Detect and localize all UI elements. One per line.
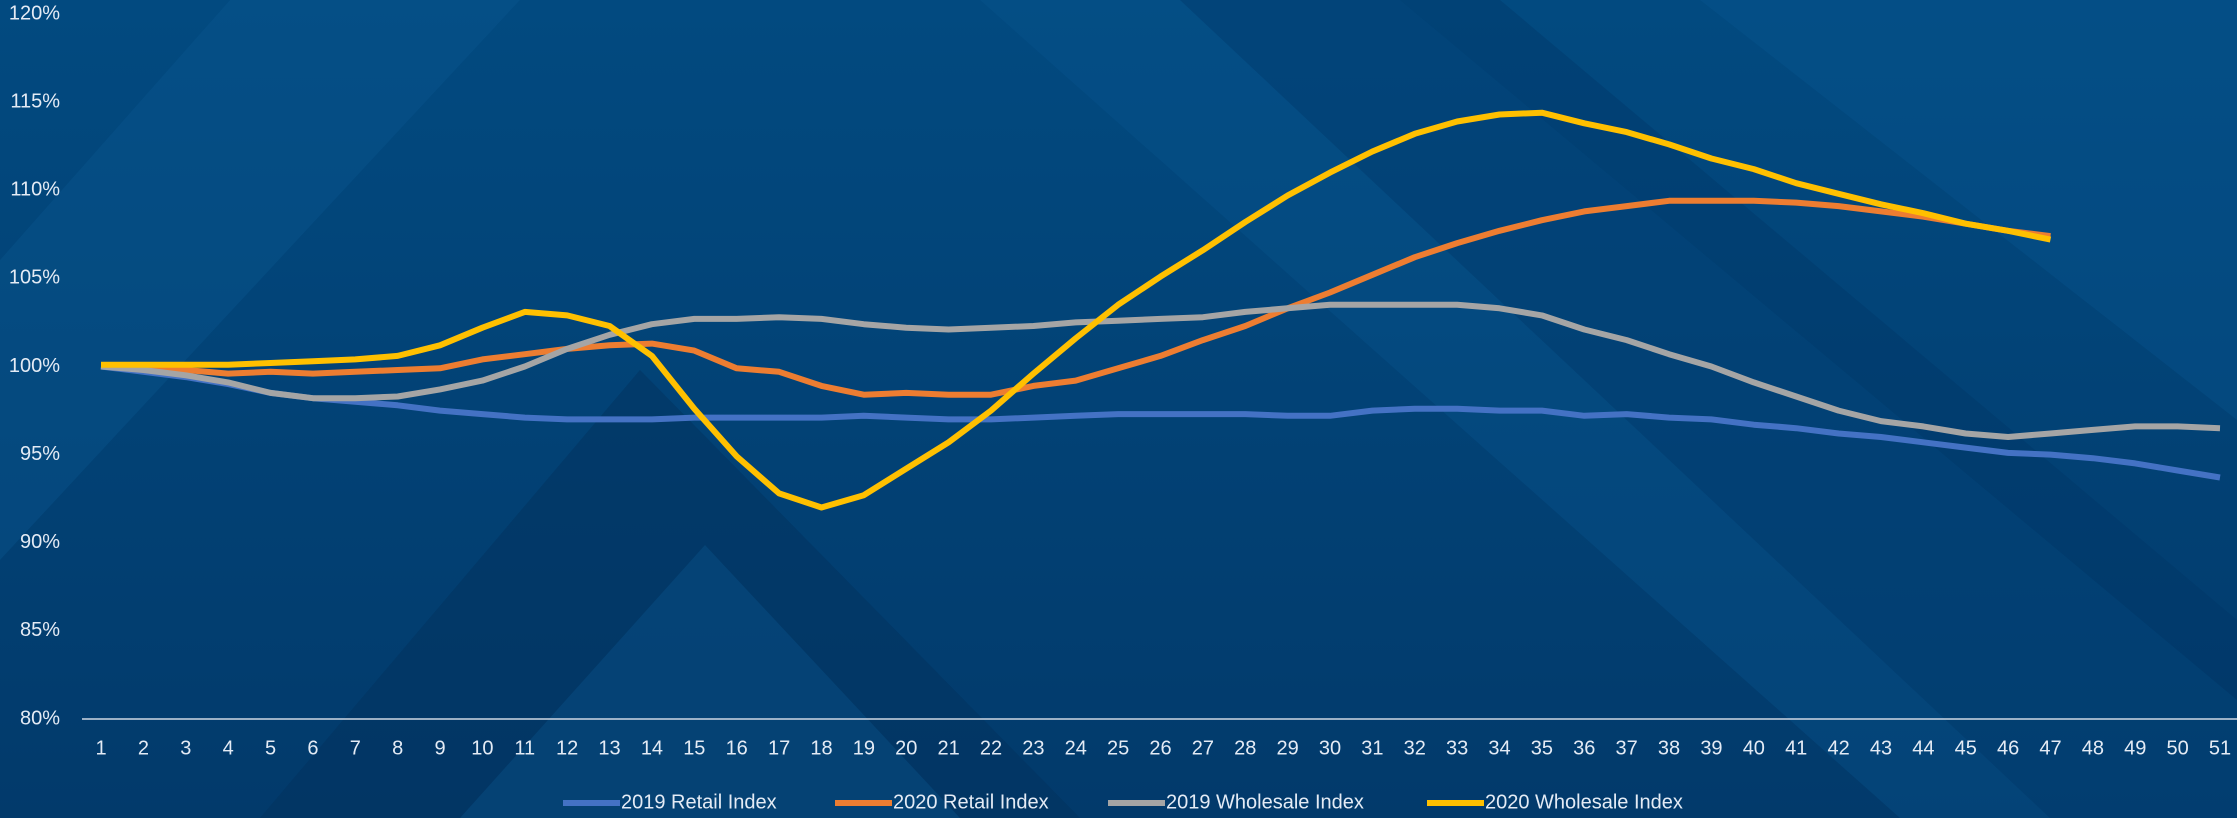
x-tick-label: 24: [1065, 737, 1087, 759]
legend-label: 2020 Wholesale Index: [1485, 791, 1683, 813]
y-tick-label: 95%: [20, 443, 60, 465]
y-tick-label: 115%: [10, 90, 60, 112]
x-tick-label: 12: [556, 737, 578, 759]
x-tick-label: 20: [895, 737, 917, 759]
x-tick-label: 18: [810, 737, 832, 759]
x-tick-label: 14: [641, 737, 663, 759]
x-tick-label: 25: [1107, 737, 1129, 759]
x-tick-label: 29: [1277, 737, 1299, 759]
bg-stripe: [460, 545, 960, 818]
x-tick-label: 50: [2166, 737, 2188, 759]
x-tick-label: 41: [1785, 737, 1807, 759]
x-tick-label: 13: [598, 737, 620, 759]
x-tick-label: 1: [95, 737, 106, 759]
x-tick-label: 27: [1192, 737, 1214, 759]
y-tick-label: 80%: [20, 707, 60, 729]
x-tick-label: 19: [853, 737, 875, 759]
y-tick-label: 105%: [9, 267, 60, 289]
x-tick-label: 16: [726, 737, 748, 759]
x-tick-label: 39: [1700, 737, 1722, 759]
bg-stripe: [1180, 0, 2237, 818]
x-tick-label: 32: [1404, 737, 1426, 759]
legend-label: 2020 Retail Index: [893, 791, 1049, 813]
x-tick-label: 31: [1361, 737, 1383, 759]
x-tick-label: 8: [392, 737, 403, 759]
y-tick-label: 90%: [20, 531, 60, 553]
series-line: [100, 363, 2221, 481]
x-tick-label: 43: [1870, 737, 1892, 759]
y-tick-label: 120%: [9, 2, 60, 24]
x-tick-label: 35: [1531, 737, 1553, 759]
x-tick-label: 47: [2039, 737, 2061, 759]
x-tick-label: 23: [1022, 737, 1044, 759]
bg-stripe: [1700, 0, 2237, 420]
x-tick-label: 4: [223, 737, 234, 759]
x-tick-label: 44: [1912, 737, 1934, 759]
x-tick-label: 15: [683, 737, 705, 759]
y-tick-label: 85%: [20, 619, 60, 641]
x-tick-label: 7: [350, 737, 361, 759]
legend-label: 2019 Wholesale Index: [1166, 791, 1364, 813]
x-tick-label: 42: [1827, 737, 1849, 759]
x-tick-label: 49: [2124, 737, 2146, 759]
x-tick-label: 40: [1743, 737, 1765, 759]
x-tick-label: 9: [434, 737, 445, 759]
x-tick-label: 2: [138, 737, 149, 759]
x-tick-label: 10: [471, 737, 493, 759]
x-tick-label: 48: [2082, 737, 2104, 759]
x-tick-label: 22: [980, 737, 1002, 759]
bg-stripe: [0, 0, 520, 560]
x-tick-label: 46: [1997, 737, 2019, 759]
x-tick-label: 45: [1955, 737, 1977, 759]
x-tick-label: 3: [180, 737, 191, 759]
x-tick-label: 21: [937, 737, 959, 759]
x-tick-label: 11: [514, 737, 535, 759]
x-tick-label: 33: [1446, 737, 1468, 759]
x-tick-label: 34: [1488, 737, 1510, 759]
bg-stripe: [980, 0, 2237, 818]
series-line: [100, 301, 2221, 440]
series-line: [101, 197, 2051, 398]
x-tick-label: 28: [1234, 737, 1256, 759]
x-tick-label: 5: [265, 737, 276, 759]
y-tick-label: 110%: [10, 179, 60, 201]
bg-stripe: [260, 370, 1080, 818]
x-tick-label: 51: [2209, 737, 2231, 759]
x-tick-label: 38: [1658, 737, 1680, 759]
y-tick-label: 100%: [9, 355, 60, 377]
x-tick-label: 36: [1573, 737, 1595, 759]
series-line: [101, 109, 2052, 511]
x-tick-label: 26: [1149, 737, 1171, 759]
x-tick-label: 30: [1319, 737, 1341, 759]
x-tick-label: 17: [768, 737, 790, 759]
x-tick-label: 37: [1616, 737, 1638, 759]
legend-label: 2019 Retail Index: [621, 791, 777, 813]
x-tick-label: 6: [307, 737, 318, 759]
